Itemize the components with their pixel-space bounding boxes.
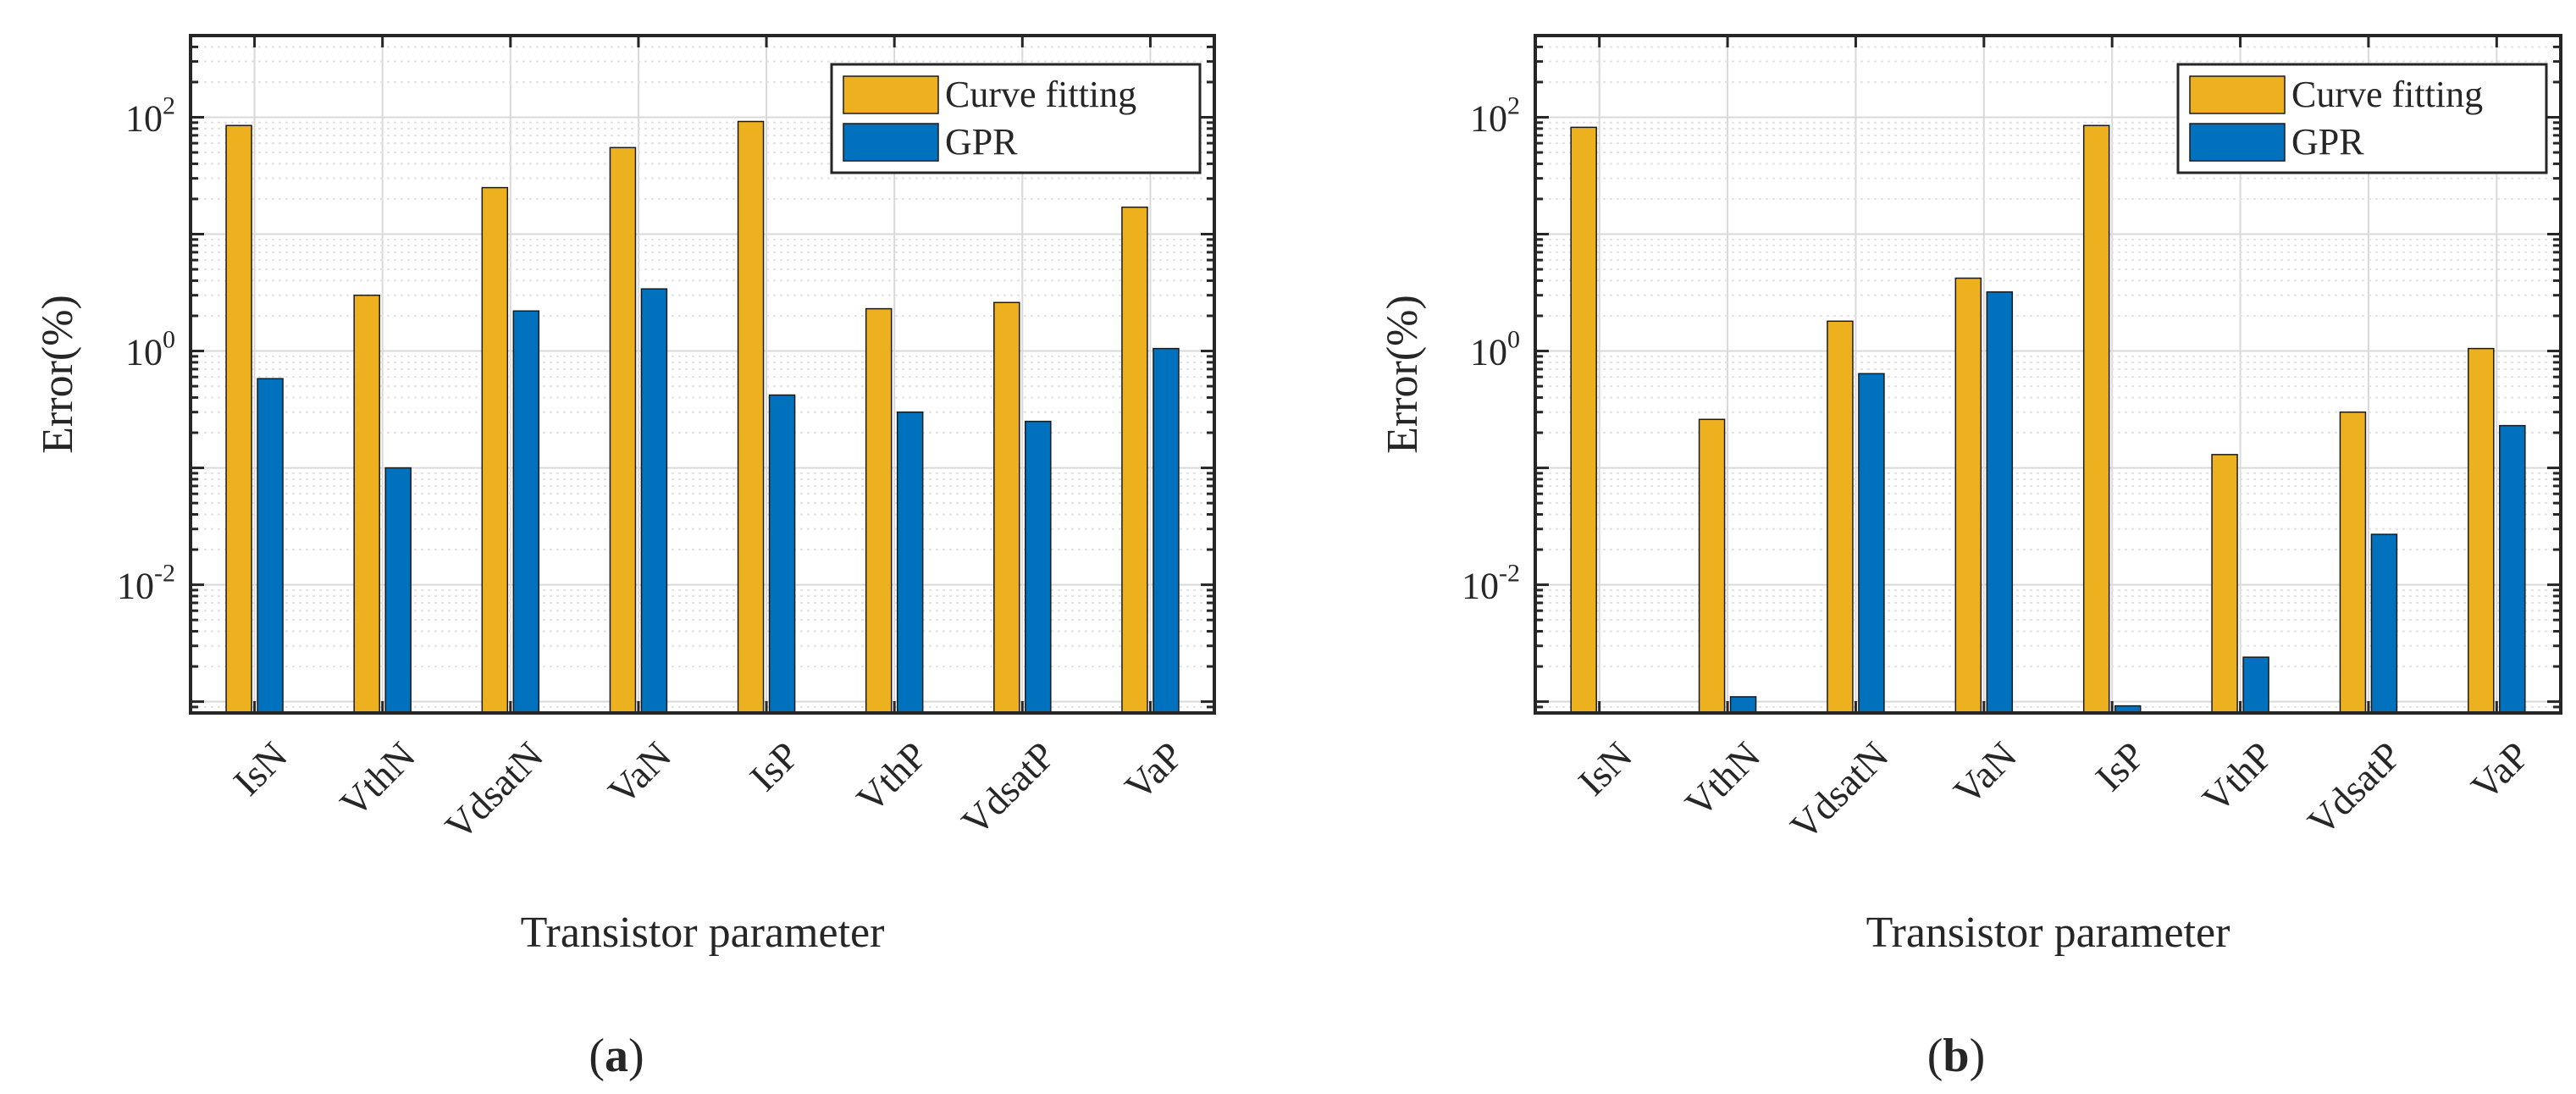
bar-gpr-vdsatn — [512, 310, 540, 714]
bars — [225, 120, 1180, 714]
x-tick-label: VdsatN — [437, 733, 551, 848]
bar-gpr-vthp — [896, 411, 924, 714]
y-tick-label: 102 — [125, 91, 175, 139]
legend-swatch — [843, 123, 939, 162]
y-ticks — [191, 34, 1214, 715]
axes-box — [189, 34, 1216, 715]
bar-curve-fitting-vap — [2468, 347, 2495, 714]
bars — [1570, 124, 2526, 714]
bar-curve-fitting-vthp — [865, 307, 893, 714]
y-tick-label: 102 — [1470, 91, 1520, 139]
y-tick-label: 100 — [125, 326, 175, 373]
x-axis-title: Transistor parameter — [1866, 909, 2231, 957]
bar-curve-fitting-isn — [1570, 126, 1597, 714]
x-tick-label: VthP — [2194, 733, 2281, 820]
bar-gpr-vdsatp — [2370, 533, 2398, 714]
bar-curve-fitting-vdsatp — [2339, 411, 2367, 714]
x-tick-label: VthP — [848, 733, 935, 820]
legend-swatch — [843, 75, 939, 114]
bar-gpr-van — [640, 288, 668, 714]
bar-gpr-vthn — [384, 467, 412, 714]
legend: Curve fitting GPR — [830, 63, 1202, 174]
legend: Curve fitting GPR — [2176, 63, 2548, 174]
bar-curve-fitting-van — [1954, 277, 1982, 714]
bar-gpr-vdsatn — [1858, 373, 1885, 714]
x-tick-label: VdsatP — [954, 733, 1064, 843]
bar-gpr-vap — [2499, 424, 2526, 714]
x-tick-label: VaN — [600, 733, 679, 813]
y-axis-title: Error(%) — [1379, 295, 1427, 454]
bar-curve-fitting-van — [609, 146, 637, 714]
chart-panel-a: 102 100 10-2 IsN VthN VdsatN VaN IsP VthP VdsatP V… — [34, 34, 1216, 1082]
x-axis-title: Transistor parameter — [521, 909, 885, 957]
y-axis-title: Error(%) — [34, 295, 82, 454]
legend-swatch — [2189, 123, 2286, 162]
x-tick-label: VdsatN — [1782, 733, 1896, 848]
y-tick-label: 10-2 — [1462, 560, 1520, 607]
bar-curve-fitting-vdsatn — [1827, 320, 1854, 714]
bar-gpr-isp — [768, 394, 796, 714]
legend-label: Curve fitting — [945, 74, 1136, 115]
bar-curve-fitting-vthn — [353, 294, 380, 714]
bar-gpr-van — [1986, 291, 2014, 714]
x-tick-label: VthN — [1677, 733, 1768, 825]
x-tick-label: VaN — [1945, 733, 2025, 813]
bar-curve-fitting-vthn — [1698, 418, 1726, 714]
x-tick-label: VthN — [332, 733, 423, 825]
x-tick-label: VaP — [1116, 733, 1191, 808]
legend-label: GPR — [2291, 121, 2364, 163]
y-tick-label: 10-2 — [117, 560, 175, 607]
y-ticks — [1535, 34, 2561, 715]
legend-label: GPR — [945, 121, 1018, 163]
x-tick-label: VdsatP — [2299, 733, 2409, 843]
bar-curve-fitting-vthp — [2211, 454, 2238, 714]
bar-curve-fitting-vdsatp — [993, 301, 1020, 714]
bar-gpr-vdsatp — [1025, 420, 1052, 714]
bar-gpr-vap — [1153, 347, 1180, 714]
bar-curve-fitting-isn — [225, 124, 252, 714]
axes-box — [1534, 34, 2562, 715]
x-tick-label: IsP — [2087, 733, 2153, 799]
legend-swatch — [2189, 75, 2286, 114]
y-tick-label: 100 — [1470, 326, 1520, 373]
chart-panel-b: 102 100 10-2 IsN VthN VdsatN VaN IsP VthP VdsatP V… — [1379, 34, 2562, 1082]
bar-curve-fitting-isp — [737, 120, 765, 714]
bar-curve-fitting-isp — [2082, 124, 2110, 714]
bar-gpr-isn — [257, 378, 284, 714]
panel-label: (b) — [1927, 1030, 1985, 1082]
panel-label: (a) — [589, 1030, 644, 1082]
x-tick-label: VaP — [2463, 733, 2537, 808]
bar-curve-fitting-vap — [1121, 206, 1148, 714]
legend-label: Curve fitting — [2291, 74, 2483, 115]
x-tick-label: IsN — [1570, 733, 1640, 804]
x-tick-label: IsN — [225, 733, 296, 804]
bar-gpr-vthn — [1729, 696, 1757, 714]
x-tick-label: IsP — [742, 733, 808, 799]
bar-gpr-vthp — [2242, 656, 2269, 714]
bar-curve-fitting-vdsatn — [481, 186, 509, 714]
